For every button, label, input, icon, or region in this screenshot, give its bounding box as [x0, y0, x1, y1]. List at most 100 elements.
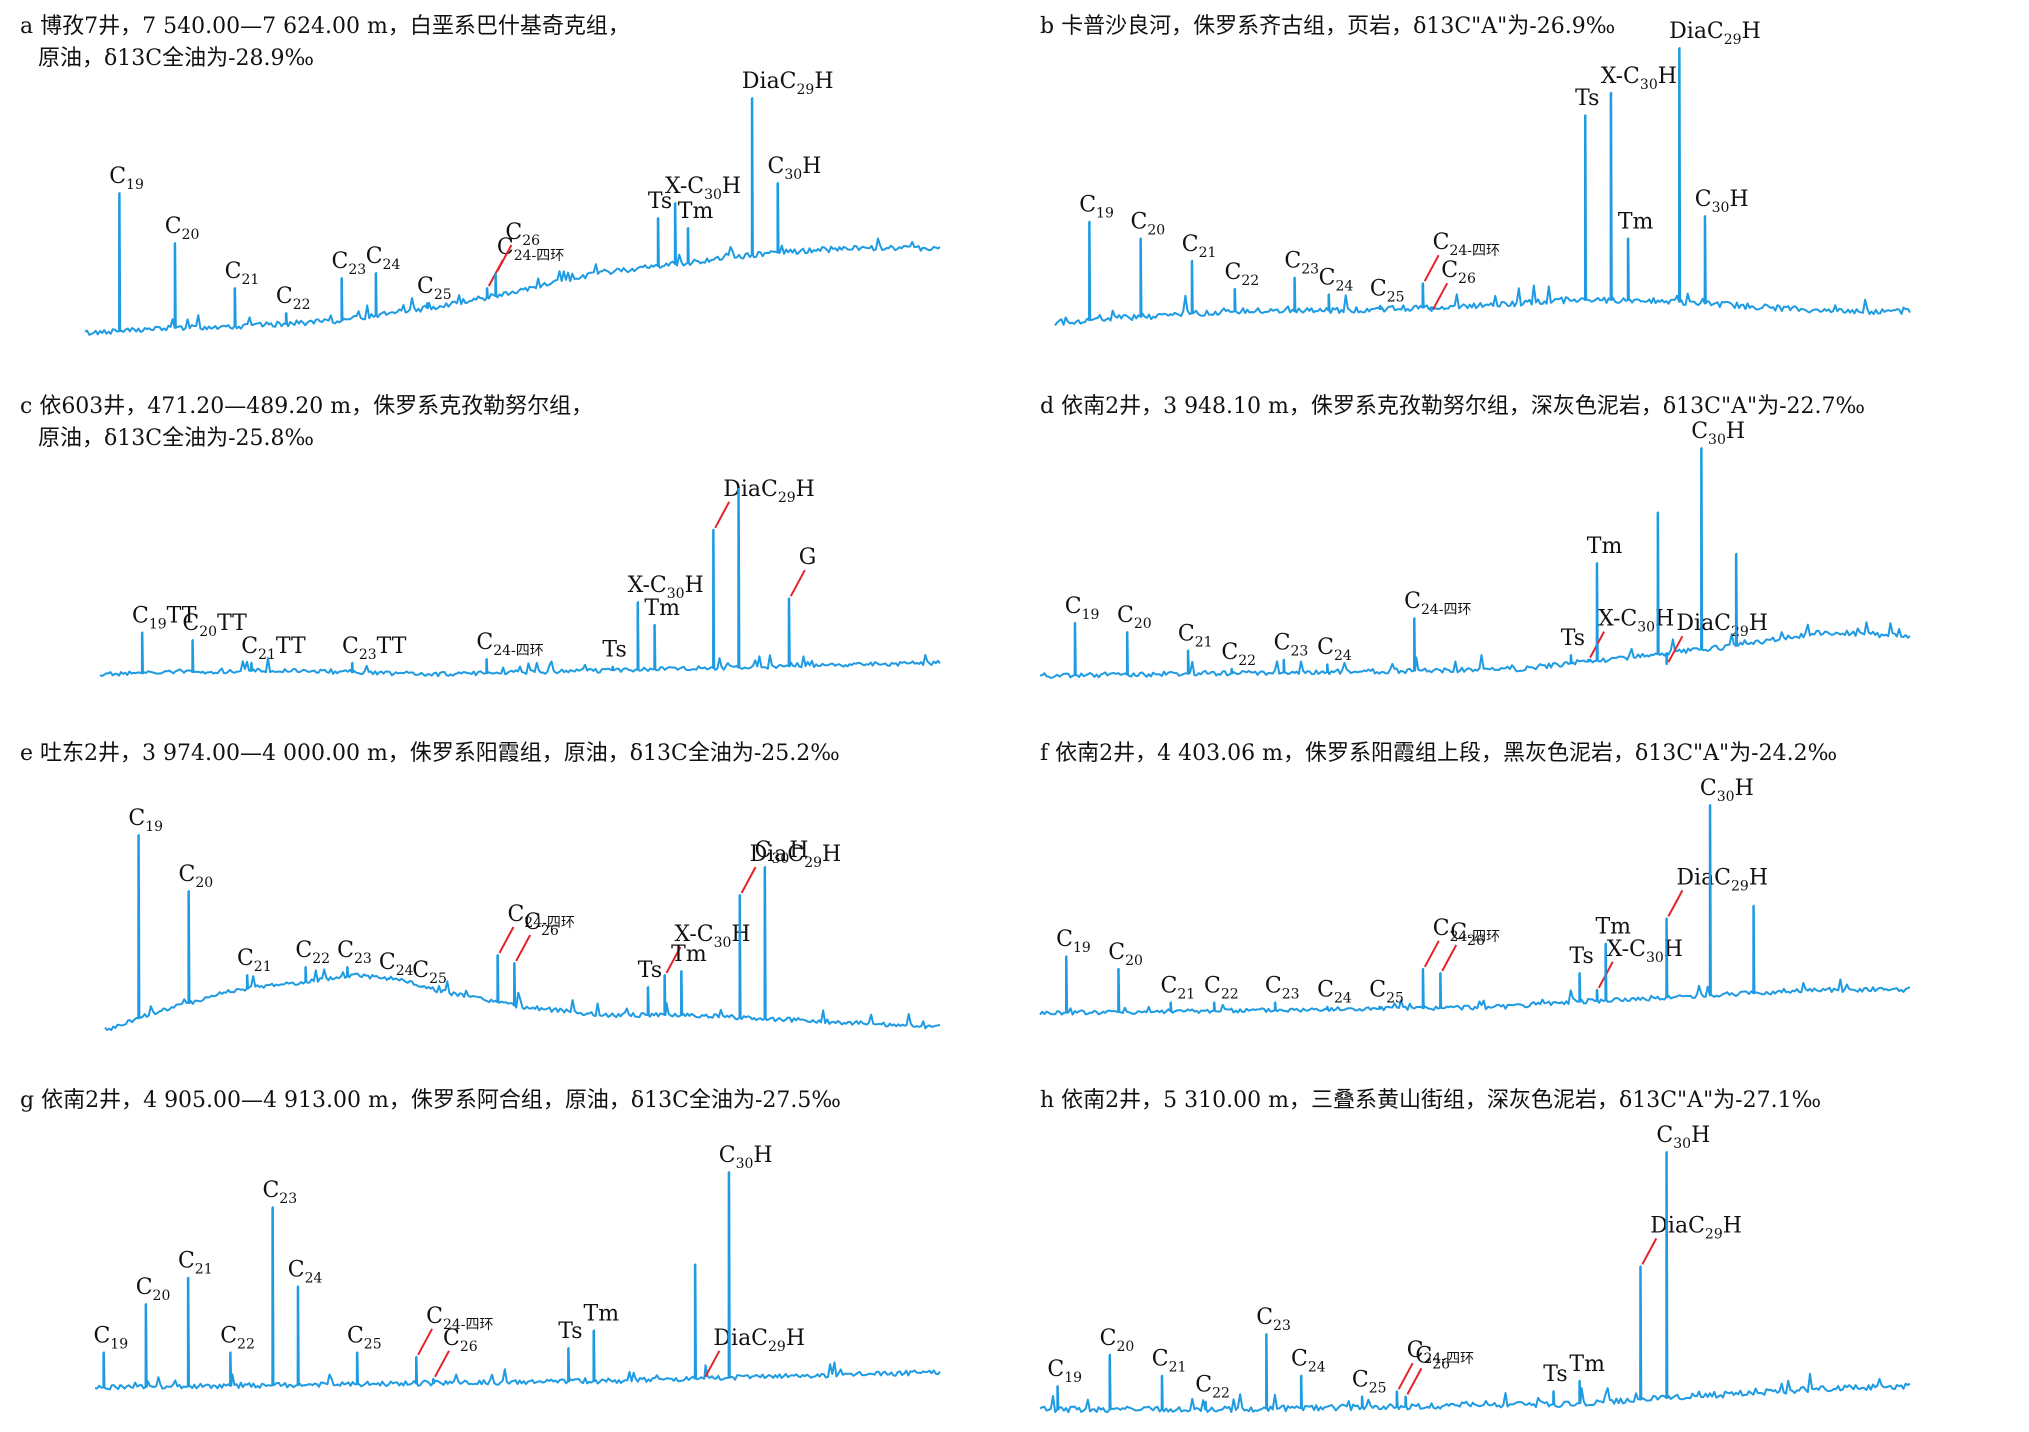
- peak-label: C22: [295, 938, 330, 967]
- panel-caption-line: d 依南2井，3 948.10 m，侏罗系克孜勒努尔组，深灰色泥岩，δ13C"A…: [1040, 394, 1866, 419]
- peak-leader-line: [1641, 1237, 1658, 1265]
- peak-label: C21: [1178, 621, 1213, 650]
- peak-label: C19: [128, 806, 163, 835]
- peak-leader-line: [434, 1350, 450, 1378]
- peak-label: C24-四环: [1407, 1338, 1474, 1367]
- peak-label: C23: [262, 1178, 297, 1207]
- peak-leader-line: [704, 1350, 721, 1378]
- peak-label: Ts: [1543, 1362, 1567, 1387]
- panel-caption-line: e 吐东2井，3 974.00—4 000.00 m，侏罗系阳霞组，原油，δ13…: [20, 741, 840, 766]
- peak-label: C25: [412, 958, 447, 987]
- chromatogram-trace: [1054, 47, 1911, 326]
- peak-label: C22: [1195, 1373, 1230, 1402]
- peak-label: X-C30H: [665, 174, 741, 203]
- peak-label: C21: [237, 946, 272, 975]
- peak-label: C30H: [755, 838, 809, 867]
- peak-leader-line: [417, 1328, 433, 1356]
- panel-caption-line: b 卡普沙良河，侏罗系齐古组，页岩，δ13C"A"为-26.9‰: [1040, 14, 1616, 39]
- panel-caption-line: g 依南2井，4 905.00—4 913.00 m，侏罗系阿合组，原油，δ13…: [20, 1088, 841, 1113]
- peak-label: Ts: [1561, 626, 1585, 651]
- peak-label: C23: [1284, 249, 1319, 278]
- peak-label: C30H: [768, 154, 822, 183]
- peak-label: C26: [1415, 1343, 1450, 1372]
- peak-label: C24: [379, 950, 414, 979]
- peak-label: C21: [1182, 232, 1217, 261]
- peak-label: C19: [1056, 927, 1091, 956]
- panel-caption-line: f 依南2井，4 403.06 m，侏罗系阳霞组上段，黑灰色泥岩，δ13C"A"…: [1040, 741, 1838, 766]
- peak-label: C24-四环: [497, 235, 564, 264]
- peak-label: C30H: [1700, 776, 1754, 805]
- peak-label: C25: [1370, 277, 1405, 306]
- peak-label: C24-四环: [1433, 916, 1500, 945]
- chromatogram-panel-b: b 卡普沙良河，侏罗系齐古组，页岩，δ13C"A"为-26.9‰ C19 C20 C2…: [1040, 8, 2029, 358]
- chromatogram-plot: C19C20C21C22C23C24C25C24-四环C26TsX-C30HTm…: [84, 69, 941, 336]
- peak-label: C19: [1065, 594, 1100, 623]
- peak-leader-line: [1423, 254, 1440, 282]
- peak-label: Tm: [671, 942, 707, 967]
- peak-label: C22: [1225, 260, 1260, 289]
- peak-label: C20: [136, 1275, 171, 1304]
- chromatogram-trace: [104, 834, 941, 1031]
- peak-label: DiaC29H: [1676, 865, 1768, 894]
- peak-label: C24: [288, 1257, 323, 1286]
- peak-label: C20: [179, 862, 214, 891]
- peak-label: C26: [443, 1326, 478, 1355]
- peak-label: Tm: [1587, 534, 1623, 559]
- peak-label: Tm: [1596, 915, 1632, 940]
- peak-label: Tm: [584, 1301, 620, 1326]
- peak-label: C23: [337, 938, 372, 967]
- peak-label: C19: [1047, 1357, 1082, 1386]
- peak-label: C22: [1204, 973, 1239, 1002]
- peak-label: C23: [1274, 631, 1309, 660]
- peak-label: C24-四环: [1404, 589, 1471, 618]
- peak-label: C25: [347, 1323, 382, 1352]
- peak-label: C21: [178, 1249, 213, 1278]
- chromatogram-panel-d: d 依南2井，3 948.10 m，侏罗系克孜勒努尔组，深灰色泥岩，δ13C"A…: [1039, 388, 2029, 738]
- chromatogram-trace: [84, 97, 941, 336]
- peak-label: C24: [1319, 265, 1354, 294]
- chromatogram-panel-e: e 吐东2井，3 974.00—4 000.00 m，侏罗系阳霞组，原油，δ13…: [20, 735, 1020, 1085]
- peak-leader-line: [714, 501, 731, 529]
- peak-label: C21: [225, 259, 260, 288]
- peak-leader-line: [1406, 1367, 1423, 1395]
- peak-label: DiaC29H: [750, 842, 842, 871]
- peak-label: C25: [417, 274, 452, 303]
- peak-label: C24-四环: [426, 1304, 493, 1333]
- chromatogram-plot: C19 C20 C21 C22 C23 C24 C24-四环 Ts X-C30H Tm DiaC29…: [1039, 419, 1911, 679]
- peak-label: C30H: [719, 1143, 773, 1172]
- peak-label: C19: [109, 164, 144, 193]
- peak-label: C20TT: [182, 611, 247, 640]
- chromatogram-panel-a: a 博孜7井，7 540.00—7 624.00 m，白垩系巴什基奇克组， 原油，…: [20, 8, 1020, 358]
- peak-leader-line: [1432, 282, 1449, 310]
- peak-leader-line: [1397, 1362, 1414, 1390]
- peak-label: C24: [1317, 635, 1352, 664]
- peak-label: C24-四环: [1433, 230, 1500, 259]
- chromatogram-panel-f: f 依南2井，4 403.06 m，侏罗系阳霞组上段，黑灰色泥岩，δ13C"A"…: [1039, 735, 2029, 1085]
- peak-leader-line: [789, 569, 806, 597]
- peak-label: X-C30H: [1601, 64, 1677, 93]
- peak-label: C23TT: [342, 634, 407, 663]
- peak-label: C26: [1441, 258, 1476, 287]
- panel-caption-line: a 博孜7井，7 540.00—7 624.00 m，白垩系巴什基奇克组，: [20, 14, 630, 39]
- peak-label: C20: [165, 214, 200, 243]
- peak-label: DiaC29H: [742, 69, 834, 98]
- peak-leader-line: [1423, 940, 1440, 968]
- panel-caption-line: h 依南2井，5 310.00 m，三叠系黄山街组，深灰色泥岩，δ13C"A"为…: [1040, 1088, 1822, 1113]
- peak-label: C23: [332, 249, 367, 278]
- peak-label: C25: [1352, 1367, 1387, 1396]
- peak-leader-line: [496, 244, 513, 272]
- peak-label: Tm: [1569, 1352, 1605, 1377]
- peak-label: C21: [1161, 973, 1196, 1002]
- peak-leader-line: [1441, 944, 1458, 972]
- peak-label: DiaC29H: [723, 477, 815, 506]
- peak-label: X-C30H: [674, 922, 750, 951]
- chromatogram-plot: C19C20C21C22C23C24C25C24-四环C26TsTmDiaC29…: [93, 1143, 941, 1391]
- peak-label: C24-四环: [476, 630, 543, 659]
- peak-leader-line: [665, 946, 682, 974]
- peak-label: C26: [524, 910, 559, 939]
- peak-label: G: [799, 545, 817, 570]
- peak-label: C20: [1108, 940, 1143, 969]
- peak-label: C20: [1100, 1326, 1135, 1355]
